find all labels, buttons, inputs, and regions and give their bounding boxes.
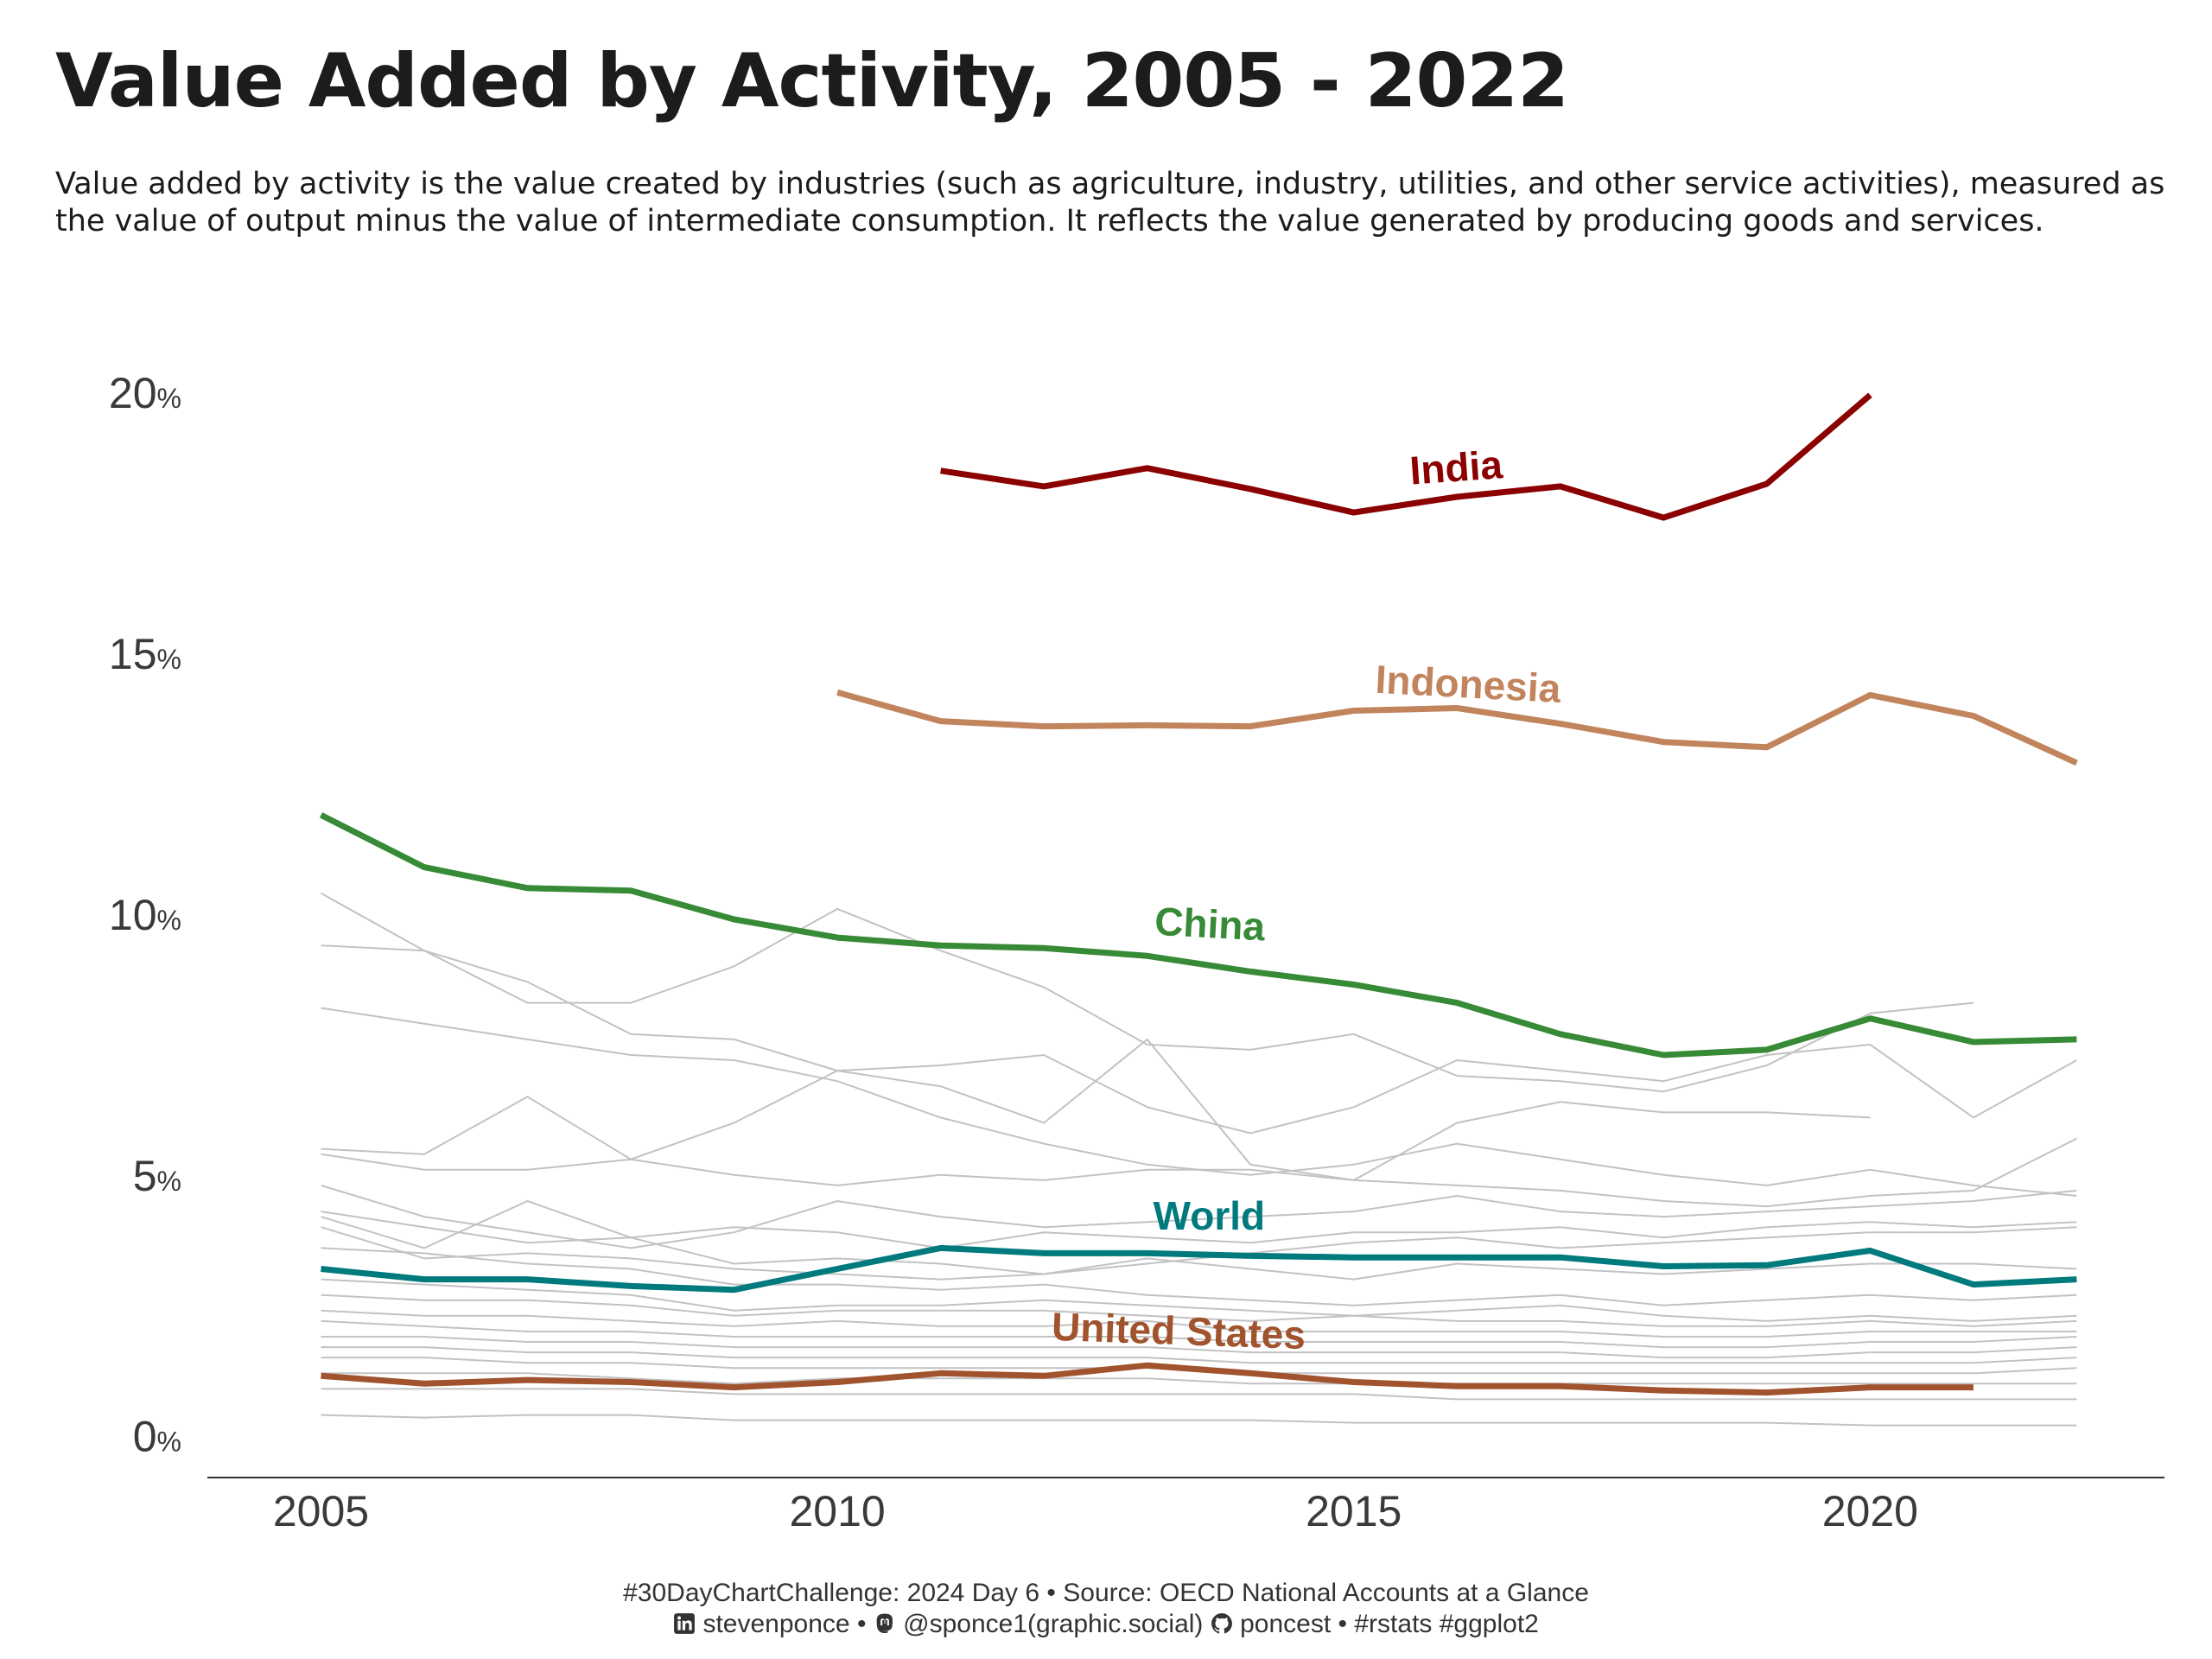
background-series-line-1 xyxy=(321,892,1974,1093)
background-series-line-5 xyxy=(321,1137,2077,1208)
background-series-line-2 xyxy=(321,944,1871,1181)
x-tick-label: 2020 xyxy=(1822,1487,1918,1535)
caption-line-1: #30DayChartChallenge: 2024 Day 6 • Sourc… xyxy=(623,1579,1589,1607)
y-tick-label: 20% xyxy=(109,369,181,417)
background-series-line-16 xyxy=(321,1346,2077,1364)
x-tick-label: 2015 xyxy=(1306,1487,1402,1535)
y-axis: 0% 5% 10% 15% 20% xyxy=(109,369,181,1460)
y-tick-label: 15% xyxy=(109,630,181,678)
background-series-line-19 xyxy=(321,1388,2077,1401)
series-label-china: China xyxy=(1154,899,1267,950)
x-axis: 2005 2010 2015 2020 xyxy=(273,1487,1918,1535)
background-series-line-20 xyxy=(321,1414,2077,1427)
background-series-line-18 xyxy=(321,1372,2077,1385)
linkedin-icon xyxy=(674,1613,696,1634)
y-tick-label: 10% xyxy=(109,891,181,939)
background-series-line-4 xyxy=(321,1043,2077,1160)
highlighted-series-group xyxy=(319,392,2078,1396)
background-series-line-15 xyxy=(321,1336,2077,1359)
series-line-united-states xyxy=(321,1362,1974,1396)
series-line-india xyxy=(940,392,1872,521)
series-label-indonesia: Indonesia xyxy=(1374,657,1562,711)
x-tick-label: 2005 xyxy=(273,1487,369,1535)
series-label-united-states: United States xyxy=(1051,1304,1306,1357)
series-label-india: India xyxy=(1408,442,1504,493)
background-series-line-11 xyxy=(321,1278,2077,1322)
chart-title: Value Added by Activity, 2005 - 2022 xyxy=(55,38,1569,124)
caption-separator: • xyxy=(849,1610,874,1638)
background-series-line-10 xyxy=(321,1247,2077,1306)
background-series-line-9 xyxy=(321,1226,2077,1281)
background-series-group xyxy=(321,892,2077,1427)
background-series-line-8 xyxy=(321,1199,2077,1281)
github-icon xyxy=(1211,1613,1232,1634)
y-tick-label: 5% xyxy=(133,1152,181,1200)
series-line-world xyxy=(321,1244,2077,1294)
caption-linkedin[interactable]: stevenponce xyxy=(702,1610,850,1638)
caption-mastodon[interactable]: @sponce1(graphic.social) xyxy=(903,1610,1204,1638)
background-series-line-13 xyxy=(321,1309,2077,1338)
series-labels-group: India Indonesia China World United States xyxy=(1051,442,1562,1357)
caption-line-2: stevenponce • @sponce1(graphic.social) p… xyxy=(0,1609,2212,1640)
y-tick-label: 0% xyxy=(133,1413,181,1461)
caption-github[interactable]: poncest xyxy=(1240,1610,1332,1638)
mastodon-icon xyxy=(876,1613,893,1634)
caption: #30DayChartChallenge: 2024 Day 6 • Sourc… xyxy=(0,1578,2212,1640)
chart-subtitle: Value added by activity is the value cre… xyxy=(55,167,2165,238)
series-line-china xyxy=(319,812,2077,1058)
series-line-indonesia xyxy=(836,690,2078,766)
series-label-world: World xyxy=(1154,1193,1265,1238)
background-series-line-12 xyxy=(321,1294,2077,1327)
background-series-line-6 xyxy=(321,1184,2077,1249)
background-series-line-7 xyxy=(321,1211,2077,1249)
background-series-line-14 xyxy=(321,1319,2077,1349)
x-tick-label: 2010 xyxy=(789,1487,885,1535)
caption-tags: • #rstats #ggplot2 xyxy=(1331,1610,1539,1638)
